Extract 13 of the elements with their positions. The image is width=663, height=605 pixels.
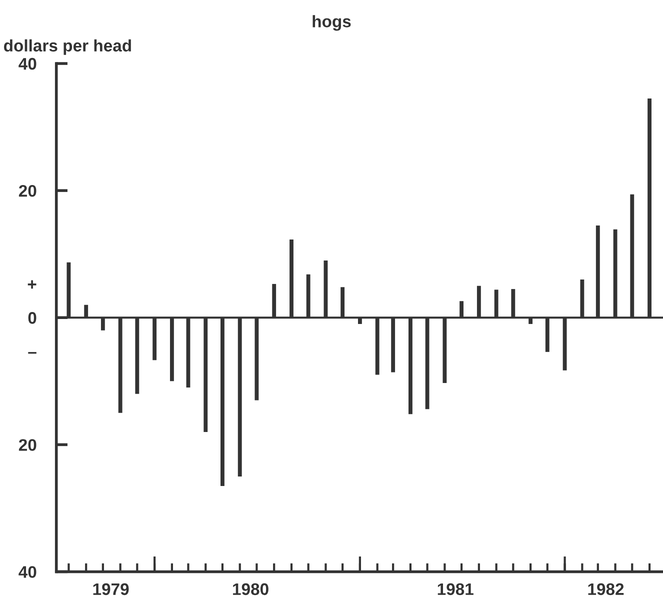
y-tick-label: 20 [18, 184, 36, 197]
x-tick-label: 1980 [233, 583, 268, 596]
y-tick-label: 0 [28, 312, 36, 324]
y-tick-label: + [28, 280, 36, 289]
x-tick-label: 1982 [588, 583, 624, 596]
y-axis-title: dollars per head [4, 39, 131, 55]
y-tick-label: 40 [18, 566, 36, 578]
x-tick-label: 1981 [438, 583, 474, 596]
chart-title: hogs [312, 15, 351, 31]
y-tick-label: 40 [18, 58, 36, 70]
x-tick-label: 1979 [93, 583, 129, 596]
y-tick-label: 20 [18, 439, 36, 451]
y-tick-label: – [28, 352, 36, 354]
